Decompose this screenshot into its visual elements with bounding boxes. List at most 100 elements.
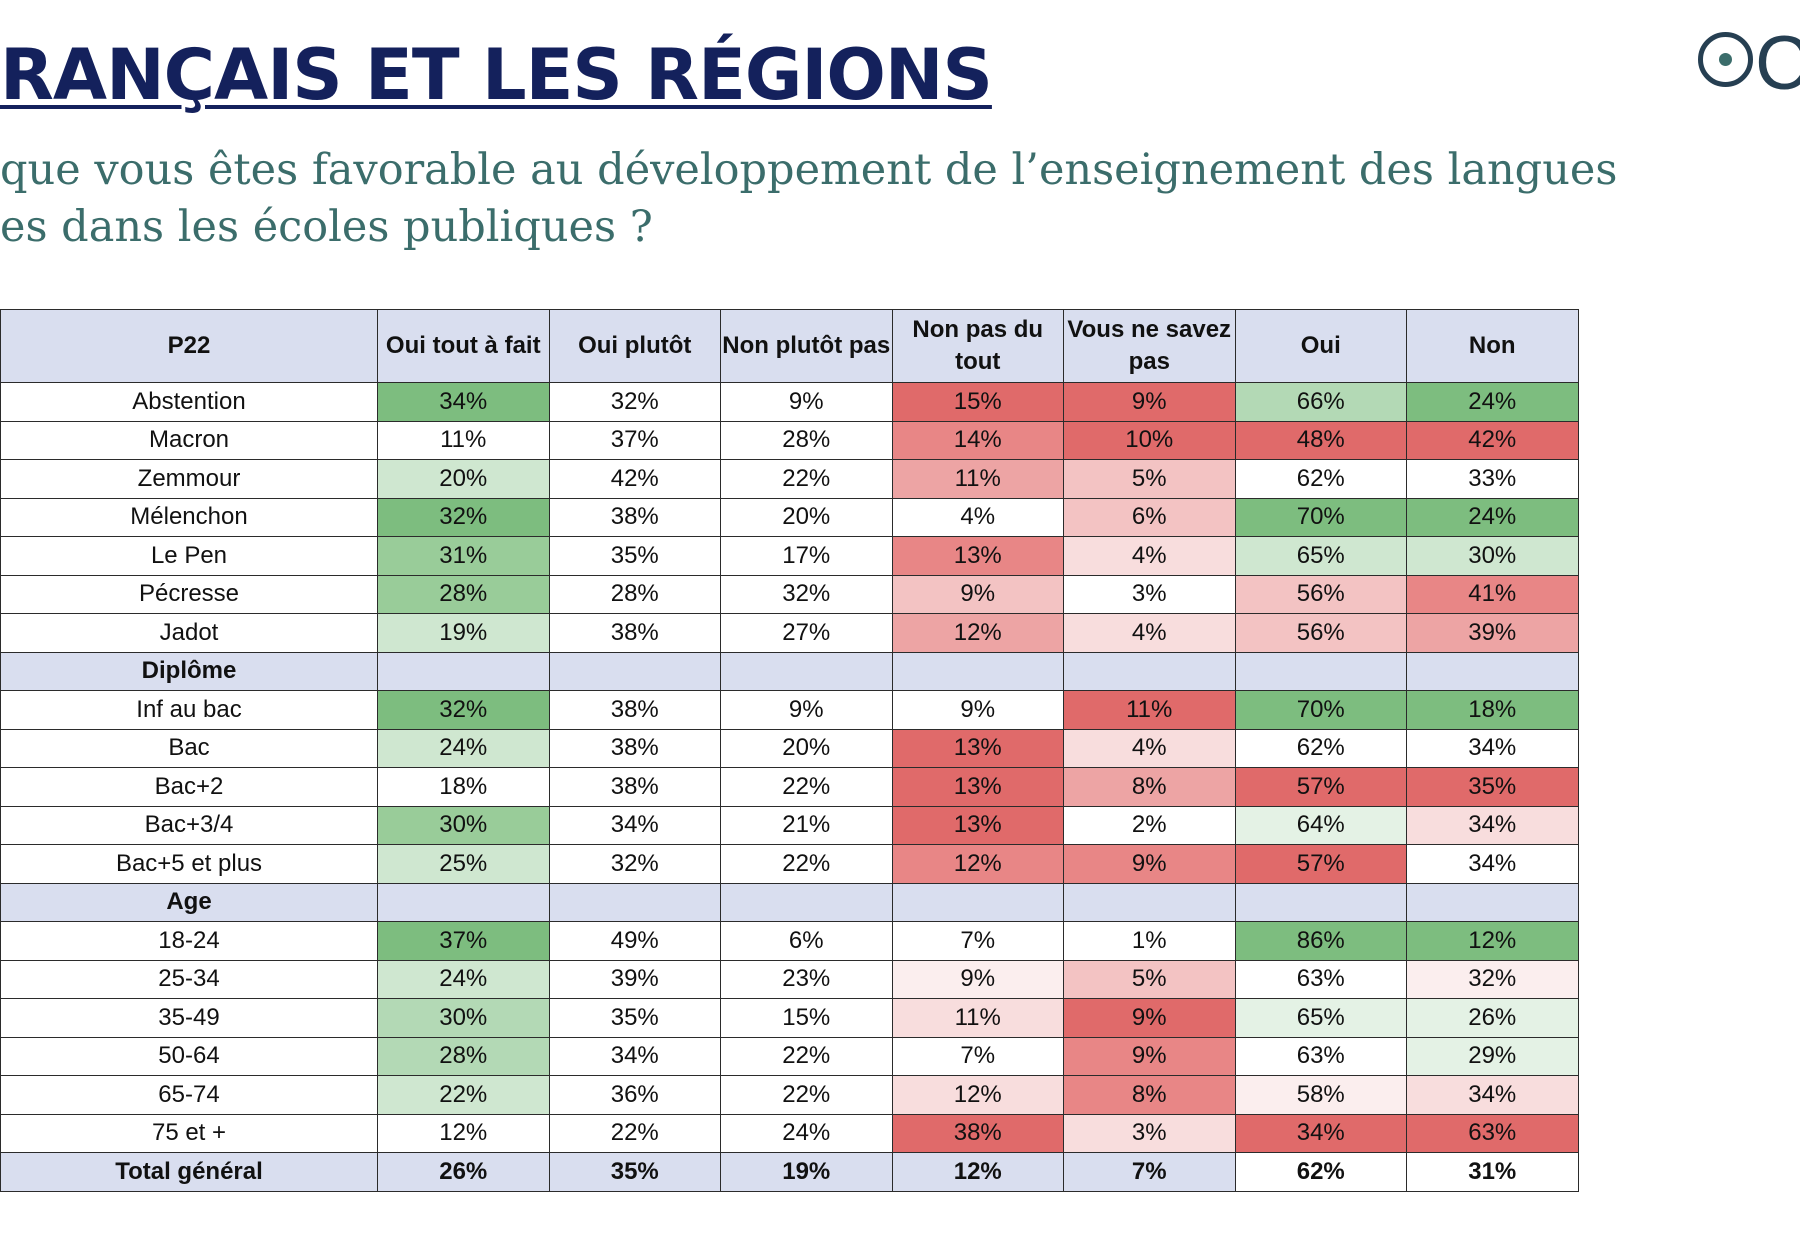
table-cell: 28% [548, 574, 721, 614]
table-cell: 24% [377, 959, 550, 999]
header-non-pas-du-tout: Non pas du tout [891, 309, 1064, 383]
table-cell: 26% [377, 1152, 550, 1192]
table-cell: 32% [1406, 959, 1579, 999]
table-cell: 11% [891, 459, 1064, 499]
table-cell: 30% [377, 998, 550, 1038]
table-cell: 11% [1063, 690, 1236, 730]
table-row: 50-64 28% 34% 22% 7% 9% 63% 29% [0, 1036, 1579, 1076]
table-row: Zemmour 20% 42% 22% 11% 5% 62% 33% [0, 459, 1579, 499]
row-label: Mélenchon [0, 497, 378, 537]
table-cell: 7% [1063, 1152, 1236, 1192]
table-cell: 30% [377, 805, 550, 845]
table-cell: 10% [1063, 420, 1236, 460]
survey-question: que vous êtes favorable au développement… [0, 142, 1618, 256]
row-label: 75 et + [0, 1113, 378, 1153]
table-cell: 34% [377, 382, 550, 422]
row-label: Bac+5 et plus [0, 844, 378, 884]
table-cell: 12% [891, 613, 1064, 653]
table-cell: 24% [377, 728, 550, 768]
table-cell: 38% [548, 497, 721, 537]
table-cell: 4% [1063, 536, 1236, 576]
table-cell: 24% [720, 1113, 893, 1153]
table-cell: 39% [548, 959, 721, 999]
question-line-1: que vous êtes favorable au développement… [0, 145, 1618, 195]
table-row: 25-34 24% 39% 23% 9% 5% 63% 32% [0, 959, 1579, 999]
row-label: Bac+2 [0, 767, 378, 807]
table-cell: 63% [1234, 959, 1407, 999]
row-label: Jadot [0, 613, 378, 653]
table-cell: 12% [891, 1152, 1064, 1192]
table-cell: 64% [1234, 805, 1407, 845]
table-cell: 14% [891, 420, 1064, 460]
table-cell: 63% [1406, 1113, 1579, 1153]
table-cell: 38% [548, 613, 721, 653]
table-cell [1234, 651, 1407, 691]
table-cell: 11% [891, 998, 1064, 1038]
table-cell: 25% [377, 844, 550, 884]
table-row: 35-49 30% 35% 15% 11% 9% 65% 26% [0, 998, 1579, 1038]
question-line-2: es dans les écoles publiques ? [0, 202, 653, 252]
table-cell: 56% [1234, 574, 1407, 614]
table-cell [1063, 651, 1236, 691]
table-cell: 13% [891, 767, 1064, 807]
table-row: Bac+3/4 30% 34% 21% 13% 2% 64% 34% [0, 805, 1579, 845]
table-row: Jadot 19% 38% 27% 12% 4% 56% 39% [0, 613, 1579, 653]
table-cell: 9% [1063, 844, 1236, 884]
table-cell [1406, 882, 1579, 922]
table-cell [720, 651, 893, 691]
table-row: Inf au bac 32% 38% 9% 9% 11% 70% 18% [0, 690, 1579, 730]
row-label: Macron [0, 420, 378, 460]
table-cell: 7% [891, 1036, 1064, 1076]
table-cell: 19% [377, 613, 550, 653]
header-non-plutot-pas: Non plutôt pas [720, 309, 893, 383]
table-cell [891, 651, 1064, 691]
table-cell: 4% [1063, 613, 1236, 653]
table-cell: 18% [1406, 690, 1579, 730]
table-cell [377, 882, 550, 922]
row-label: 35-49 [0, 998, 378, 1038]
table-cell [891, 882, 1064, 922]
table-cell: 62% [1234, 1152, 1407, 1192]
table-cell [377, 651, 550, 691]
table-cell [1406, 651, 1579, 691]
table-cell: 18% [377, 767, 550, 807]
row-label: Bac+3/4 [0, 805, 378, 845]
table-cell: 9% [891, 959, 1064, 999]
table-cell: 70% [1234, 690, 1407, 730]
table-cell: 22% [720, 844, 893, 884]
section-row: Age [0, 882, 1579, 922]
table-cell: 35% [548, 536, 721, 576]
section-row: Diplôme [0, 651, 1579, 691]
logo-ring-icon [1698, 32, 1753, 87]
header-oui-plutot: Oui plutôt [548, 309, 721, 383]
row-label: Zemmour [0, 459, 378, 499]
table-cell: 35% [548, 1152, 721, 1192]
table-cell: 63% [1234, 1036, 1407, 1076]
table-cell: 23% [720, 959, 893, 999]
table-cell: 9% [720, 382, 893, 422]
table-cell: 38% [548, 728, 721, 768]
section-label: Diplôme [0, 651, 378, 691]
table-cell: 15% [720, 998, 893, 1038]
table-cell [548, 882, 721, 922]
row-label: 18-24 [0, 921, 378, 961]
table-cell: 34% [1406, 805, 1579, 845]
table-cell: 22% [720, 459, 893, 499]
header-vous-ne-savez-pas: Vous ne savez pas [1063, 309, 1236, 383]
table-cell: 35% [1406, 767, 1579, 807]
table-cell: 49% [548, 921, 721, 961]
table-row: 75 et +12% 22% 24% 38% 3% 34% 63% [0, 1113, 1579, 1153]
table-cell: 39% [1406, 613, 1579, 653]
table-cell: 20% [377, 459, 550, 499]
table-cell [1063, 882, 1236, 922]
table-cell: 57% [1234, 844, 1407, 884]
table-cell: 22% [720, 1075, 893, 1115]
row-label: Abstention [0, 382, 378, 422]
table-cell [1234, 882, 1407, 922]
table-cell: 37% [377, 921, 550, 961]
table-row: 18-24 37% 49% 6% 7% 1% 86% 12% [0, 921, 1579, 961]
table-cell: 32% [720, 574, 893, 614]
table-cell: 13% [891, 728, 1064, 768]
header-oui: Oui [1234, 309, 1407, 383]
total-row: Total général 26% 35% 19% 12% 7% 62% 31% [0, 1152, 1579, 1192]
